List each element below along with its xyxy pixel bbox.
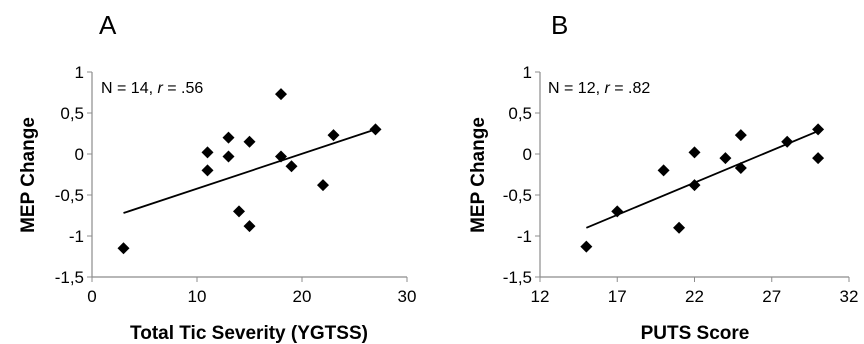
data-point <box>580 240 593 253</box>
x-tick-label: 30 <box>398 287 417 306</box>
data-point <box>317 179 329 192</box>
data-point <box>734 129 747 142</box>
plot-area-a: 10,50-0,5-1-1,50 10 20 30 <box>55 63 417 306</box>
y-tick-label: -1 <box>69 227 84 246</box>
data-point <box>222 131 235 144</box>
data-point <box>657 164 670 177</box>
y-axis-title-a: MEP Change <box>18 117 39 233</box>
data-point <box>275 88 287 101</box>
y-axis-title-b: MEP Change <box>468 117 489 233</box>
y-tick-label: -1 <box>517 227 532 246</box>
data-point <box>812 152 825 165</box>
data-point <box>812 123 825 136</box>
data-point <box>233 205 245 218</box>
data-point <box>734 161 747 174</box>
data-point <box>275 150 287 163</box>
y-tick-label: 0 <box>523 145 532 164</box>
data-point <box>369 123 382 136</box>
data-point <box>688 146 701 159</box>
data-point <box>243 220 256 233</box>
y-tick-label: -0,5 <box>55 186 84 205</box>
y-tick-label: -0,5 <box>503 186 532 205</box>
x-tick-label: 20 <box>293 287 312 306</box>
annotation-a: N = 14, r = .56 <box>101 80 203 97</box>
y-tick-label: -1,5 <box>55 268 84 287</box>
data-point <box>611 205 624 218</box>
data-point <box>719 152 732 165</box>
data-point <box>673 221 686 234</box>
panel-a: A N = 14, r = .56 MEP Change Total Tic S… <box>18 10 416 344</box>
trendline <box>123 128 376 214</box>
y-tick-label: 0,5 <box>60 104 84 123</box>
data-point <box>781 135 794 148</box>
y-tick-label: 1 <box>75 63 84 82</box>
x-tick-label: 17 <box>608 287 627 306</box>
panel-label-b: B <box>551 10 568 40</box>
data-point <box>222 150 235 163</box>
data-point <box>201 164 214 177</box>
y-tick-label: 0 <box>75 145 84 164</box>
x-axis-title-b: PUTS Score <box>641 323 750 344</box>
y-tick-label: -1,5 <box>503 268 532 287</box>
x-tick-label: 22 <box>685 287 704 306</box>
panel-b: B N = 12, r = .82 MEP Change PUTS Score … <box>468 10 858 344</box>
x-axis-title-a: Total Tic Severity (YGTSS) <box>130 323 368 344</box>
x-tick-label: 27 <box>762 287 781 306</box>
data-point <box>327 129 340 142</box>
x-tick-label: 12 <box>531 287 550 306</box>
x-tick-label: 10 <box>188 287 207 306</box>
data-point <box>117 242 130 255</box>
panel-label-a: A <box>99 10 117 40</box>
x-tick-label: 0 <box>87 287 96 306</box>
y-tick-label: 1 <box>523 63 532 82</box>
plot-area-b: 1 0,5 0 -0,5 -1 -1,512 17 22 27 32 <box>503 63 859 306</box>
data-point <box>285 160 298 173</box>
data-point <box>688 179 701 192</box>
data-point <box>243 135 256 148</box>
y-tick-label: 0,5 <box>508 104 532 123</box>
x-tick-label: 32 <box>840 287 859 306</box>
data-point <box>201 146 214 159</box>
trendline <box>586 130 819 229</box>
annotation-b: N = 12, r = .82 <box>548 80 650 97</box>
